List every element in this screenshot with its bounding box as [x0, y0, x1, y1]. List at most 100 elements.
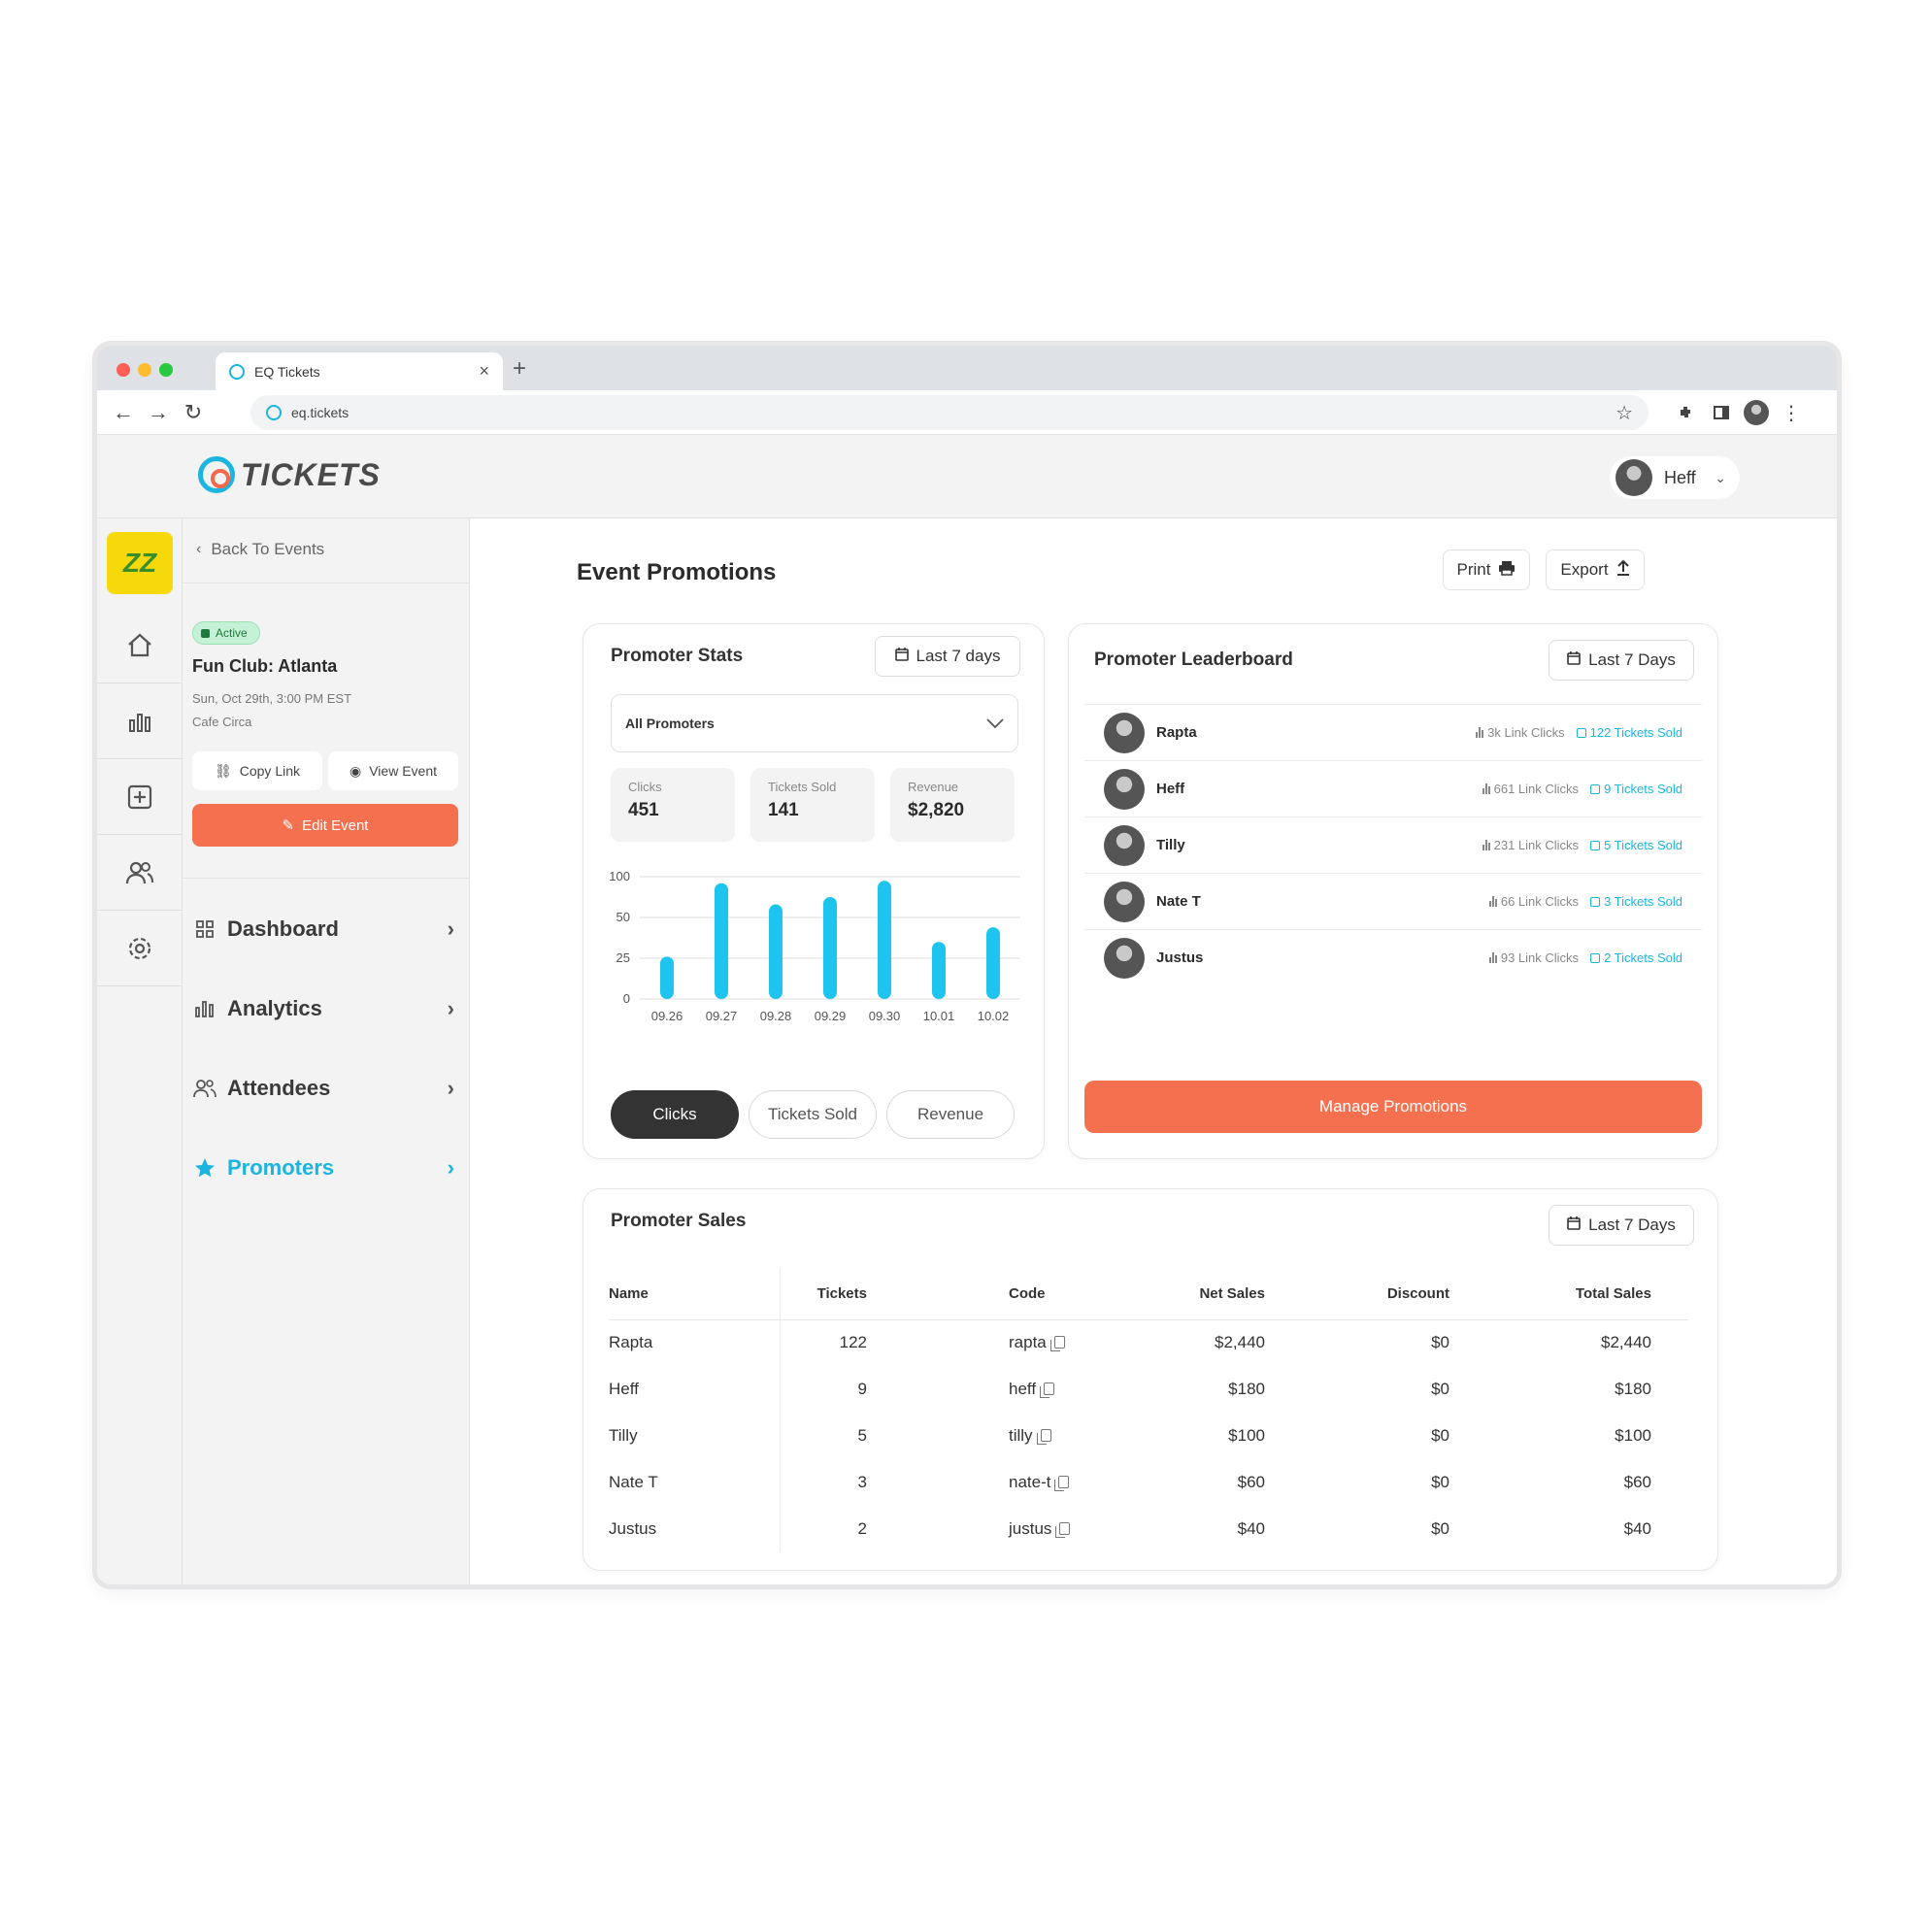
tickets-sold: 122 Tickets Sold — [1576, 725, 1682, 740]
cell-discount: $0 — [1265, 1366, 1449, 1413]
cell-code-text: rapta — [1009, 1333, 1047, 1352]
bar-09.29[interactable] — [823, 897, 837, 999]
browser-tab[interactable]: EQ Tickets × — [216, 352, 503, 390]
sidebar-item-analytics[interactable]: Analytics › — [192, 984, 454, 1033]
bar-chart-icon — [192, 999, 217, 1018]
browser-menu-icon[interactable]: ⋮ — [1782, 402, 1801, 424]
bar-chart-icon[interactable] — [97, 683, 183, 759]
minimize-window-dot[interactable] — [138, 363, 151, 377]
leaderboard-row[interactable]: Heff 661 Link Clicks 9 Tickets Sold — [1084, 760, 1702, 816]
home-icon[interactable] — [97, 608, 183, 683]
bar-10.02[interactable] — [986, 927, 1000, 999]
calendar-icon — [1567, 1216, 1581, 1235]
stats-range-button[interactable]: Last 7 days — [875, 636, 1020, 677]
close-window-dot[interactable] — [117, 363, 130, 377]
chevron-right-icon: › — [447, 916, 454, 941]
upload-icon — [1616, 559, 1630, 581]
address-bar[interactable]: eq.tickets ☆ — [250, 395, 1649, 430]
calendar-icon — [1567, 650, 1581, 670]
leaderboard-range-button[interactable]: Last 7 Days — [1549, 640, 1694, 681]
gear-icon[interactable] — [97, 911, 183, 986]
profile-avatar[interactable] — [1742, 398, 1771, 427]
promoter-name: Nate T — [1156, 893, 1201, 910]
copy-icon[interactable] — [1055, 1522, 1071, 1538]
tab-close-icon[interactable]: × — [479, 361, 489, 381]
sidebar-item-dashboard[interactable]: Dashboard › — [192, 905, 454, 953]
bar-09.27[interactable] — [715, 883, 728, 999]
toggle-clicks[interactable]: Clicks — [611, 1090, 739, 1139]
bar-09.26[interactable] — [660, 956, 674, 999]
add-square-icon[interactable] — [97, 759, 183, 835]
chevron-down-icon: ⌄ — [1715, 469, 1726, 485]
y-tick-label: 50 — [616, 910, 630, 924]
x-tick-label: 10.02 — [978, 1009, 1010, 1023]
tickets-sold-text: 3 Tickets Sold — [1604, 894, 1682, 909]
reload-icon[interactable]: ↻ — [183, 400, 203, 424]
back-arrow-icon[interactable]: ← — [113, 400, 134, 424]
link-clicks: 66 Link Clicks — [1488, 894, 1579, 909]
x-tick-label: 09.30 — [869, 1009, 901, 1023]
maximize-window-dot[interactable] — [159, 363, 173, 377]
bar-09.28[interactable] — [769, 904, 783, 999]
calendar-icon — [1590, 840, 1601, 850]
user-menu[interactable]: Heff ⌄ — [1610, 456, 1740, 499]
forward-arrow-icon[interactable]: → — [148, 400, 169, 424]
sidebar-item-promoters[interactable]: Promoters › — [192, 1144, 454, 1192]
favicon-icon — [229, 363, 245, 380]
stat-value: 451 — [628, 800, 659, 820]
copy-icon[interactable] — [1040, 1382, 1055, 1398]
toggle-tickets-sold[interactable]: Tickets Sold — [749, 1090, 877, 1139]
app-header: TICKETS Heff ⌄ — [97, 435, 1837, 518]
stat-revenue: Revenue $2,820 — [890, 768, 1015, 842]
link-clicks-text: 661 Link Clicks — [1493, 782, 1580, 796]
bar-chart-icon — [1488, 952, 1497, 963]
org-logo[interactable]: ZZ — [107, 532, 173, 594]
x-tick-label: 09.29 — [815, 1009, 847, 1023]
bookmark-star-icon[interactable]: ☆ — [1616, 402, 1633, 424]
edit-event-button[interactable]: ✎ Edit Event — [192, 804, 458, 847]
bar-09.30[interactable] — [878, 881, 891, 999]
export-button[interactable]: Export — [1546, 550, 1645, 590]
cell-net-sales: $180 — [1119, 1366, 1265, 1413]
copy-icon[interactable] — [1054, 1476, 1070, 1491]
view-event-button[interactable]: ◉ View Event — [328, 751, 458, 790]
tickets-sold: 3 Tickets Sold — [1590, 894, 1682, 909]
leaderboard-row[interactable]: Rapta 3k Link Clicks 122 Tickets Sold — [1084, 704, 1702, 760]
promoter-filter-select[interactable]: All Promoters — [611, 694, 1018, 752]
calendar-icon — [1576, 727, 1586, 738]
cell-net-sales-text: $100 — [1228, 1426, 1265, 1445]
copy-icon[interactable] — [1036, 1429, 1051, 1445]
cell-tickets-text: 3 — [857, 1473, 867, 1491]
menu-label: Dashboard — [227, 916, 339, 941]
cell-tickets: 3 — [780, 1459, 867, 1506]
cell-discount-text: $0 — [1431, 1519, 1449, 1538]
sales-range-button[interactable]: Last 7 Days — [1549, 1205, 1694, 1246]
side-panel-icon[interactable] — [1707, 398, 1736, 427]
new-tab-icon[interactable]: + — [513, 355, 527, 382]
extensions-icon[interactable] — [1672, 398, 1701, 427]
copy-link-button[interactable]: ⛓ Copy Link — [192, 751, 322, 790]
print-button[interactable]: Print — [1443, 550, 1530, 590]
leaderboard-row[interactable]: Justus 93 Link Clicks 2 Tickets Sold — [1084, 929, 1702, 985]
back-to-events-link[interactable]: ‹ Back To Events — [196, 540, 324, 559]
x-tick-label: 09.28 — [760, 1009, 792, 1023]
col-code: Code — [867, 1269, 1119, 1320]
menu-label: Attendees — [227, 1076, 331, 1100]
users-icon[interactable] — [97, 835, 183, 911]
col-net-sales: Net Sales — [1119, 1269, 1265, 1320]
cell-net-sales-text: $60 — [1237, 1473, 1265, 1491]
leaderboard-row[interactable]: Tilly 231 Link Clicks 5 Tickets Sold — [1084, 816, 1702, 873]
cell-total-sales-text: $100 — [1615, 1426, 1651, 1445]
event-title: Fun Club: Atlanta — [192, 656, 338, 676]
link-clicks: 3k Link Clicks — [1476, 725, 1565, 740]
cell-discount: $0 — [1265, 1413, 1449, 1459]
toggle-revenue[interactable]: Revenue — [886, 1090, 1015, 1139]
app-logo[interactable]: TICKETS — [198, 456, 381, 493]
manage-promotions-button[interactable]: Manage Promotions — [1084, 1081, 1702, 1133]
copy-icon[interactable] — [1049, 1336, 1065, 1352]
leaderboard-row[interactable]: Nate T 66 Link Clicks 3 Tickets Sold — [1084, 873, 1702, 929]
menu-label: Promoters — [227, 1155, 335, 1180]
sidebar-item-attendees[interactable]: Attendees › — [192, 1064, 454, 1113]
bar-10.01[interactable] — [932, 942, 946, 999]
site-info-icon[interactable] — [266, 405, 282, 420]
